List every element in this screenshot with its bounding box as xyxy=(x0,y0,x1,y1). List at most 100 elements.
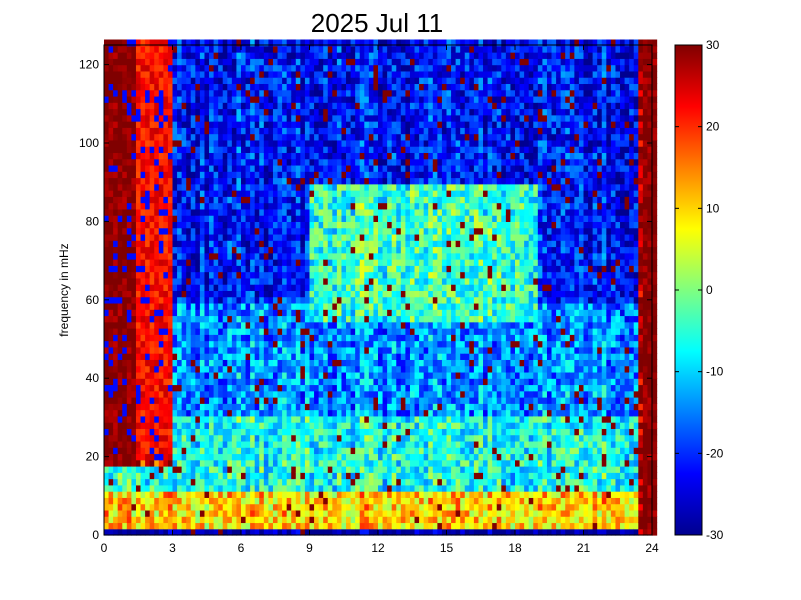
heatmap-cell xyxy=(140,440,146,448)
heatmap-cell xyxy=(117,152,123,160)
heatmap-cell xyxy=(177,202,183,210)
heatmap-cell xyxy=(140,64,146,72)
heatmap-cell xyxy=(378,265,384,273)
heatmap-cell xyxy=(158,190,164,197)
heatmap-cell xyxy=(231,321,238,329)
heatmap-cell xyxy=(145,259,151,266)
heatmap-cell xyxy=(126,39,132,47)
heatmap-cell xyxy=(245,497,251,505)
heatmap-cell xyxy=(327,397,333,404)
heatmap-cell xyxy=(250,158,256,166)
heatmap-cell xyxy=(295,472,301,480)
heatmap-cell xyxy=(309,152,315,160)
heatmap-cell xyxy=(368,466,375,473)
heatmap-cell xyxy=(387,422,393,429)
heatmap-cell xyxy=(336,302,343,310)
heatmap-cell xyxy=(236,484,242,492)
heatmap-cell xyxy=(195,346,201,354)
heatmap-cell xyxy=(245,190,251,197)
heatmap-cell xyxy=(167,509,174,517)
heatmap-cell xyxy=(368,221,375,229)
heatmap-cell xyxy=(222,133,228,141)
heatmap-cell xyxy=(286,45,292,53)
heatmap-cell xyxy=(341,497,347,505)
heatmap-cell xyxy=(186,52,192,59)
heatmap-cell xyxy=(387,315,393,323)
heatmap-cell xyxy=(163,227,169,235)
heatmap-cell xyxy=(113,108,119,116)
heatmap-cell xyxy=(336,472,343,480)
heatmap-cell xyxy=(241,509,247,517)
heatmap-cell xyxy=(204,89,210,97)
heatmap-cell xyxy=(364,484,370,492)
heatmap-cell xyxy=(387,64,393,72)
heatmap-cell xyxy=(140,152,146,160)
heatmap-cell xyxy=(195,415,201,423)
heatmap-cell xyxy=(186,378,192,386)
heatmap-cell xyxy=(167,334,174,342)
heatmap-cell xyxy=(172,190,178,197)
heatmap-cell xyxy=(387,290,393,298)
heatmap-cell xyxy=(300,39,306,47)
heatmap-cell xyxy=(241,221,247,229)
heatmap-cell xyxy=(309,422,315,429)
heatmap-cell xyxy=(149,397,155,404)
heatmap-cell xyxy=(300,121,306,128)
heatmap-cell xyxy=(300,484,306,492)
heatmap-cell xyxy=(373,428,379,436)
heatmap-cell xyxy=(181,89,187,97)
heatmap-cell xyxy=(190,45,196,53)
heatmap-cell xyxy=(104,346,110,354)
heatmap-cell xyxy=(113,472,119,480)
heatmap-cell xyxy=(382,152,388,160)
heatmap-cell xyxy=(245,346,251,354)
heatmap-cell xyxy=(108,296,114,304)
heatmap-cell xyxy=(113,83,119,91)
heatmap-cell xyxy=(140,528,146,536)
heatmap-cell xyxy=(199,522,206,530)
heatmap-cell xyxy=(282,484,288,492)
heatmap-cell xyxy=(222,259,228,266)
heatmap-cell xyxy=(172,296,178,304)
heatmap-cell xyxy=(259,70,265,78)
heatmap-cell xyxy=(373,64,379,72)
heatmap-cell xyxy=(364,290,370,298)
heatmap-cell xyxy=(241,89,247,97)
heatmap-cell xyxy=(213,359,219,367)
heatmap-cell xyxy=(154,522,160,530)
heatmap-cell xyxy=(350,196,356,204)
heatmap-cell xyxy=(387,215,393,222)
heatmap-cell xyxy=(286,491,292,498)
heatmap-cell xyxy=(350,221,356,229)
heatmap-cell xyxy=(236,133,242,141)
heatmap-cell xyxy=(272,39,279,47)
heatmap-cell xyxy=(350,321,356,329)
heatmap-cell xyxy=(204,466,210,473)
heatmap-cell xyxy=(245,503,251,511)
heatmap-cell xyxy=(282,296,288,304)
heatmap-cell xyxy=(318,522,324,530)
heatmap-cell xyxy=(323,77,329,85)
heatmap-cell xyxy=(332,45,338,53)
heatmap-cell xyxy=(314,39,320,47)
heatmap-cell xyxy=(309,478,315,486)
heatmap-cell xyxy=(368,215,375,222)
heatmap-cell xyxy=(204,171,210,179)
heatmap-cell xyxy=(263,346,269,354)
heatmap-cell xyxy=(186,403,192,411)
heatmap-cell xyxy=(318,365,324,373)
heatmap-cell xyxy=(387,466,393,473)
heatmap-cell xyxy=(277,208,283,216)
heatmap-cell xyxy=(268,171,274,179)
heatmap-cell xyxy=(213,459,219,467)
heatmap-cell xyxy=(250,271,256,279)
heatmap-cell xyxy=(149,246,155,254)
heatmap-cell xyxy=(117,397,123,404)
heatmap-cell xyxy=(186,139,192,147)
heatmap-cell xyxy=(104,64,110,72)
heatmap-cell xyxy=(373,309,379,317)
heatmap-cell xyxy=(199,422,206,429)
heatmap-cell xyxy=(241,528,247,536)
heatmap-cell xyxy=(245,202,251,210)
heatmap-cell xyxy=(113,334,119,342)
